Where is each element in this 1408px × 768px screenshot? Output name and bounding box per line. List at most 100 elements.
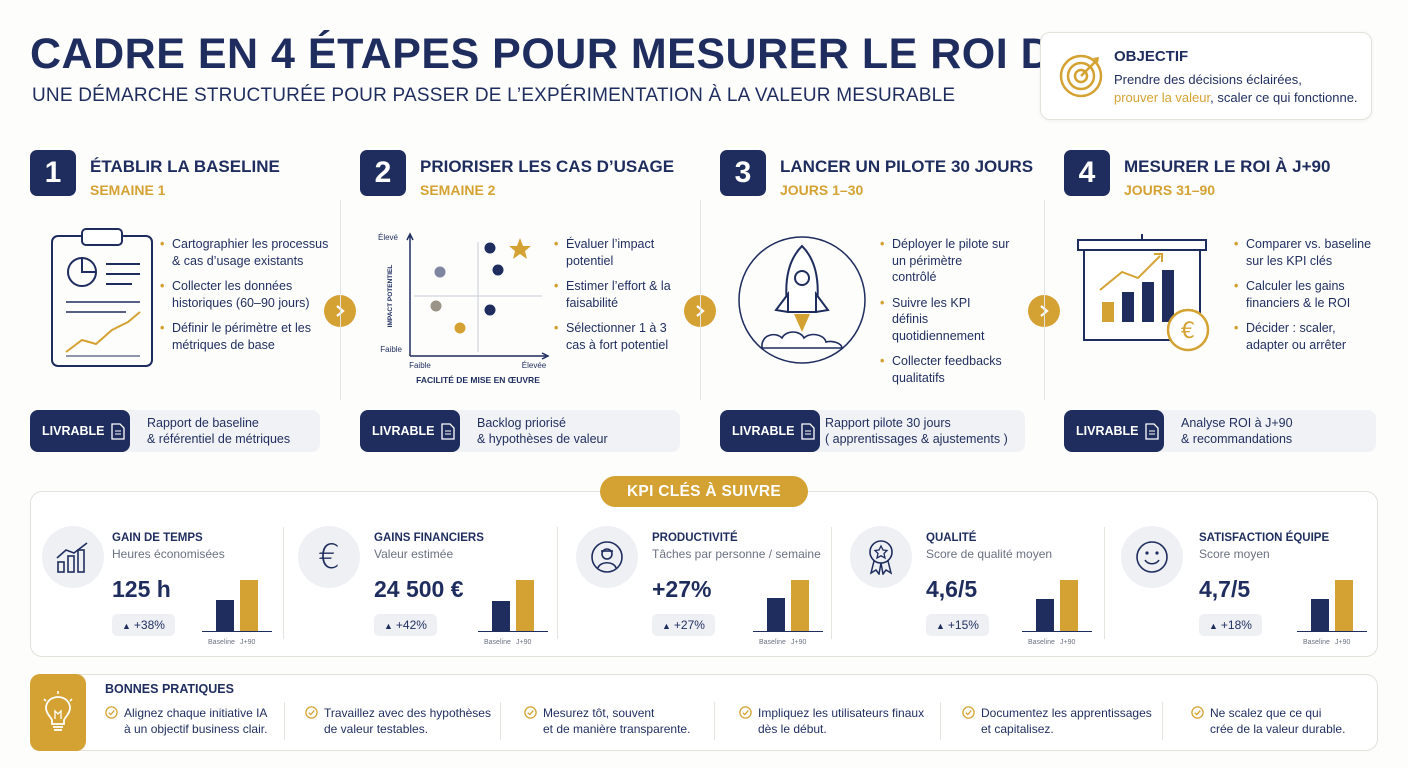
document-icon — [800, 422, 815, 440]
bar-j90 — [516, 580, 534, 632]
bar-label-j90: J+90 — [240, 639, 256, 646]
divider — [284, 702, 285, 740]
deliverable-text: Backlog priorisé & hypothèses de valeur — [477, 416, 608, 446]
bar-label-baseline: Baseline — [208, 639, 235, 646]
best-practice-item: Ne scalez que ce qui crée de la valeur du… — [1191, 705, 1345, 737]
step-4: 4 MESURER LE ROI À J+90 JOURS 31–90 € Co… — [1064, 148, 1378, 458]
bar-label-baseline: Baseline — [484, 639, 511, 646]
step-3: 3 LANCER UN PILOTE 30 JOURS JOURS 1–30 D… — [720, 148, 1040, 458]
divider — [831, 527, 832, 639]
deliverable-tag: LIVRABLE — [1064, 410, 1164, 452]
check-circle-icon — [524, 706, 537, 719]
objective-card: OBJECTIF Prendre des décisions éclairées… — [1040, 32, 1372, 120]
document-icon — [440, 422, 455, 440]
kpi-bar-chart: Baseline J+90 — [1022, 578, 1092, 648]
svg-text:€: € — [1181, 319, 1195, 344]
award-icon — [850, 526, 912, 588]
step-period: SEMAINE 1 — [90, 182, 166, 198]
bar-j90 — [791, 580, 809, 632]
bar-label-j90: J+90 — [516, 639, 532, 646]
check-circle-icon — [105, 706, 118, 719]
step-bullets: Déployer le pilote sur un périmètre cont… — [880, 236, 1010, 395]
bar-axis — [202, 630, 272, 632]
objective-highlight: prouver la valeur — [1114, 90, 1211, 105]
smile-icon — [1121, 526, 1183, 588]
bar-baseline — [1036, 598, 1054, 632]
divider — [940, 702, 941, 740]
kpi-title: QUALITÉ — [926, 532, 977, 544]
matrix-y-label: IMPACT POTENTIEL — [387, 265, 394, 328]
bullet: Comparer vs. baseline sur les KPI clés — [1234, 236, 1374, 269]
deliverable-text: Rapport pilote 30 jours( apprentissages … — [825, 416, 1008, 446]
step-bullets: Comparer vs. baseline sur les KPI clés C… — [1234, 236, 1374, 362]
kpi-value: 24 500 € — [374, 576, 464, 602]
step-title: MESURER LE ROI À J+90 — [1124, 157, 1331, 176]
bar-axis — [753, 630, 823, 632]
step-period: JOURS 31–90 — [1124, 182, 1216, 198]
step-title: PRIORISER LES CAS D’USAGE — [420, 157, 675, 176]
best-practice-item: Travaillez avec des hypothèses de valeur … — [305, 705, 491, 737]
deliverable: LIVRABLE Analyse ROI à J+90 & recommandat… — [1064, 410, 1376, 452]
bullet: Sélectionner 1 à 3 cas à fort potentiel — [554, 320, 684, 353]
deliverable: LIVRABLE Rapport pilote 30 jours( appren… — [720, 410, 1025, 452]
bar-j90 — [1060, 580, 1078, 632]
bar-label-baseline: Baseline — [1028, 639, 1055, 646]
kpi-card: € GAINS FINANCIERS Valeur estimée 24 500… — [298, 520, 558, 650]
divider — [1044, 200, 1045, 400]
kpi-subtitle: Score moyen — [1199, 547, 1270, 561]
document-icon — [110, 422, 125, 440]
kpi-delta-badge: ▲ +18% — [1199, 614, 1262, 636]
best-practice-item: Impliquez les utilisateurs finaux dès le … — [739, 705, 924, 737]
rocket-icon — [738, 236, 866, 364]
bar-label-j90: J+90 — [791, 639, 807, 646]
check-circle-icon — [962, 706, 975, 719]
step-number: 1 — [30, 150, 76, 196]
step-number: 2 — [360, 150, 406, 196]
divider — [500, 702, 501, 740]
kpi-bar-chart: Baseline J+90 — [753, 578, 823, 648]
best-practices-title: BONNES PRATIQUES — [105, 682, 234, 696]
kpi-delta-badge: ▲ +38% — [112, 614, 175, 636]
kpi-card: QUALITÉ Score de qualité moyen 4,6/5 ▲ +1… — [850, 520, 1110, 650]
step-bullets: Évaluer l’impact potentiel Estimer l’eff… — [554, 236, 684, 362]
document-icon — [1144, 422, 1159, 440]
deliverable: LIVRABLE Rapport de baseline & référentie… — [30, 410, 320, 452]
bar-j90 — [1335, 580, 1353, 632]
step-title: LANCER UN PILOTE 30 JOURS — [780, 157, 1034, 176]
bullet: Définir le périmètre et les métriques de… — [160, 320, 330, 353]
kpi-subtitle: Tâches par personne / semaine — [652, 547, 821, 561]
kpi-delta-badge: ▲ +15% — [926, 614, 989, 636]
kpi-title: GAIN DE TEMPS — [112, 532, 203, 544]
bar-label-baseline: Baseline — [759, 639, 786, 646]
lightbulb-icon — [30, 674, 86, 751]
divider — [700, 200, 701, 400]
divider — [714, 702, 715, 740]
kpi-subtitle: Valeur estimée — [374, 547, 454, 561]
step-bullets: Cartographier les processus & cas d’usag… — [160, 236, 330, 362]
kpi-card: PRODUCTIVITÉ Tâches par personne / semai… — [576, 520, 836, 650]
deliverable-tag: LIVRABLE — [30, 410, 130, 452]
bar-baseline — [216, 599, 234, 632]
bullet: Évaluer l’impact potentiel — [554, 236, 684, 269]
check-circle-icon — [305, 706, 318, 719]
best-practice-item: Documentez les apprentissages et capitali… — [962, 705, 1152, 737]
step-period: JOURS 1–30 — [780, 182, 864, 198]
kpi-subtitle: Heures économisées — [112, 547, 225, 561]
worker-icon — [576, 526, 638, 588]
bar-baseline — [1311, 598, 1329, 632]
matrix-x-high: Élevée — [522, 361, 547, 370]
bar-baseline — [767, 598, 785, 632]
best-practices-panel — [30, 674, 1378, 751]
deliverable: LIVRABLE Backlog priorisé & hypothèses de… — [360, 410, 680, 452]
kpi-subtitle: Score de qualité moyen — [926, 547, 1053, 561]
matrix-x-low: Faible — [409, 361, 431, 370]
deliverable-text: Rapport de baseline & référentiel de métr… — [147, 416, 291, 446]
bullet: Déployer le pilote sur un périmètre cont… — [880, 236, 1010, 286]
bar-label-j90: J+90 — [1335, 639, 1351, 646]
step-number: 3 — [720, 150, 766, 196]
best-practice-item: Alignez chaque initiative IA à un objecti… — [105, 705, 267, 737]
kpi-title: SATISFACTION ÉQUIPE — [1199, 532, 1330, 544]
deliverable-tag: LIVRABLE — [720, 410, 820, 452]
kpi-section-title: KPI CLÉS À SUIVRE — [600, 476, 808, 507]
bar-j90 — [240, 580, 258, 632]
